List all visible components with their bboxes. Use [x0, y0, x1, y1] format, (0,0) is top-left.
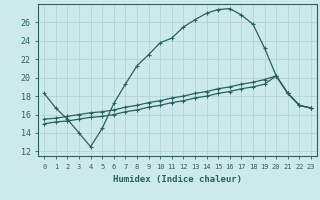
X-axis label: Humidex (Indice chaleur): Humidex (Indice chaleur) — [113, 175, 242, 184]
